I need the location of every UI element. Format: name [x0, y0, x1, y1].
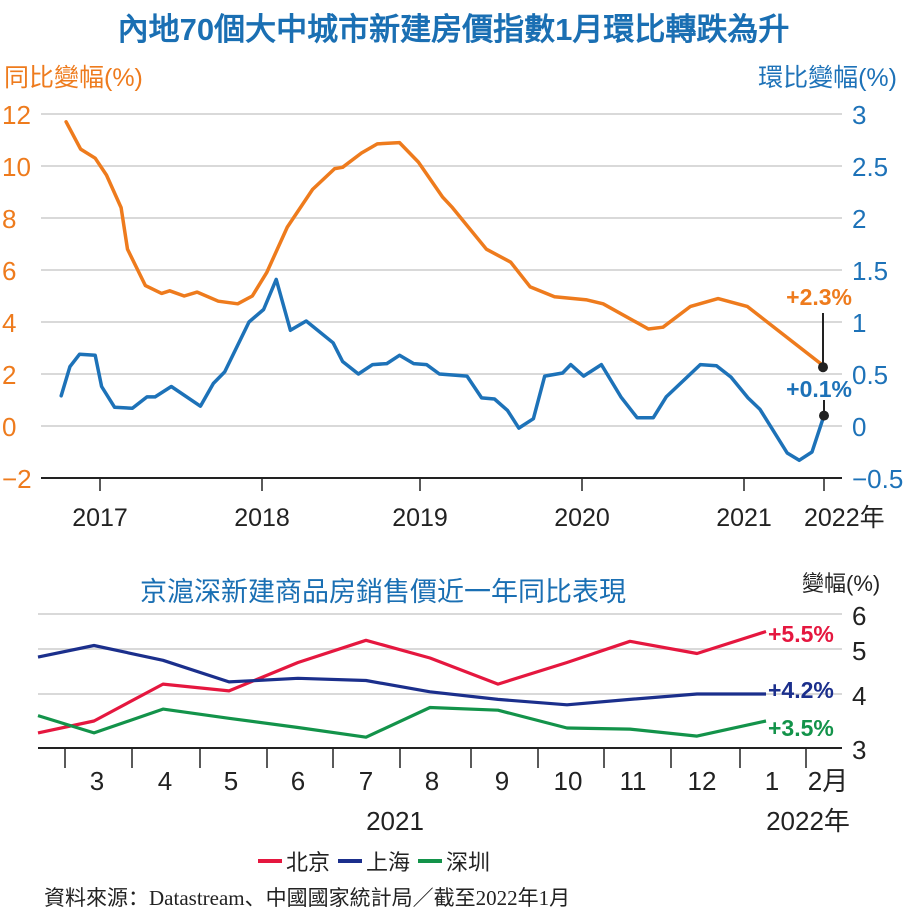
yoy-end-label: +2.3%	[786, 284, 852, 310]
x-tick-label: 6	[291, 766, 305, 796]
shenzhen-end-label: +3.5%	[768, 715, 834, 741]
left-tick-label: 0	[2, 412, 16, 442]
y-tick-label: 6	[852, 601, 866, 631]
top-chart: 12 10 8 6 4 2 0 −2 3 2.5 2 1.5 1 0.5 0 −0.5 2017 2018 2019…	[2, 100, 903, 532]
yoy-callout-dot	[818, 362, 828, 373]
x-sublabel-2022: 2022年	[766, 806, 850, 836]
x-tick-label: 3	[90, 766, 104, 796]
legend-item-shenzhen: 深圳	[418, 845, 490, 877]
right-tick-label: 2.5	[852, 152, 888, 182]
left-tick-label: 8	[2, 204, 16, 234]
chart-title: 內地70個大中城市新建房價指數1月環比轉跌為升	[117, 12, 790, 47]
x-tick-label: 2019	[392, 504, 448, 532]
x-tick-label: 12	[688, 766, 717, 796]
x-tick-label: 1	[765, 766, 779, 796]
legend-swatch-beijing	[258, 859, 282, 863]
x-tick-label: 2020	[554, 504, 610, 532]
right-axis-label: 環比變幅(%)	[758, 64, 897, 92]
legend-label-shanghai: 上海	[366, 850, 411, 875]
beijing-end-label: +5.5%	[768, 621, 834, 647]
left-tick-label: 4	[2, 308, 16, 338]
left-tick-label: −2	[2, 464, 32, 494]
left-tick-label: 6	[2, 256, 16, 286]
x-tick-label: 2021	[716, 504, 772, 532]
mom-end-label: +0.1%	[786, 376, 852, 402]
x-tick-label: 8	[425, 766, 439, 796]
shanghai-end-label: +4.2%	[768, 677, 834, 703]
x-tick-label: 10	[554, 766, 583, 796]
right-tick-label: 2	[852, 204, 866, 234]
left-axis-label: 同比變幅(%)	[4, 64, 143, 92]
legend-item-shanghai: 上海	[338, 845, 410, 877]
legend-item-beijing: 北京	[258, 845, 330, 877]
beijing-line	[37, 629, 767, 735]
legend-label-beijing: 北京	[286, 850, 331, 875]
x-tick-label: 2022年	[804, 504, 885, 532]
left-tick-label: 12	[2, 100, 31, 130]
left-tick-label: 10	[2, 152, 31, 182]
left-tick-label: 2	[2, 360, 16, 390]
legend-swatch-shanghai	[338, 859, 363, 863]
right-tick-label: 0.5	[852, 360, 888, 390]
x-tick-label: 2018	[234, 504, 290, 532]
x-tick-label: 5	[224, 766, 238, 796]
x-sublabel-2021: 2021	[366, 806, 424, 836]
x-tick-label: 9	[495, 766, 509, 796]
legend-swatch-shenzhen	[418, 859, 443, 863]
right-tick-label: 0	[852, 412, 866, 442]
bottom-y-axis-label: 變幅(%)	[802, 571, 881, 596]
bottom-chart-title: 京滬深新建商品房銷售價近一年同比表現	[140, 577, 626, 607]
mom-callout-dot	[819, 410, 829, 421]
x-tick-label: 2月	[808, 766, 848, 796]
x-tick-label: 11	[620, 766, 647, 796]
x-tick-label: 2017	[72, 504, 128, 532]
shanghai-line	[37, 643, 766, 707]
y-tick-label: 3	[852, 735, 866, 765]
legend: 北京 上海 深圳	[258, 845, 490, 877]
right-tick-label: −0.5	[852, 464, 903, 494]
right-tick-label: 1	[852, 308, 866, 338]
right-tick-label: 1.5	[852, 256, 888, 286]
shenzhen-line	[37, 705, 767, 739]
x-tick-label: 4	[158, 766, 172, 796]
x-tick-label: 7	[359, 766, 373, 796]
source-note: 資料來源：Datastream、中國國家統計局／截至2022年1月	[44, 886, 571, 910]
y-tick-label: 4	[852, 681, 866, 711]
right-tick-label: 3	[852, 100, 866, 130]
y-tick-label: 5	[852, 636, 866, 666]
legend-label-shenzhen: 深圳	[446, 850, 491, 875]
